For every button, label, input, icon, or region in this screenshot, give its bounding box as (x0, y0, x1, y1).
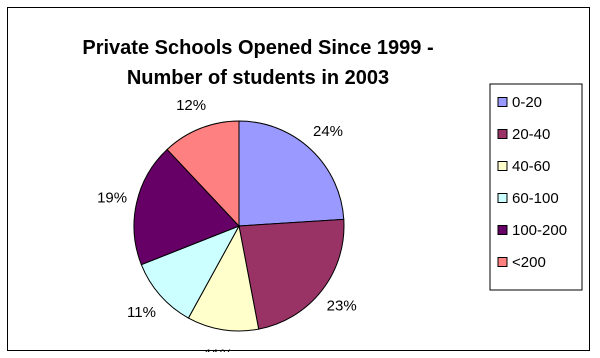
legend: 0-20 20-40 40-60 60-100 100-200 <200 (489, 83, 583, 291)
pie-slices (133, 120, 345, 332)
slice-label-2: 23% (327, 298, 357, 315)
legend-swatch-5 (497, 225, 508, 235)
legend-label-2: 20-40 (512, 126, 550, 143)
pie-slice-4 (140, 225, 241, 319)
pie-chart: Private Schools Opened Since 1999 - Numb… (82, 37, 583, 352)
slice-label-4: 11% (127, 304, 156, 321)
legend-label-4: 60-100 (512, 190, 559, 207)
legend-swatch-1 (497, 97, 508, 107)
chart-frame: Private Schools Opened Since 1999 - Numb… (7, 7, 590, 352)
legend-swatch-6 (497, 257, 508, 267)
slice-label-5: 19% (97, 190, 127, 207)
pie-slice-3 (187, 224, 260, 332)
legend-swatch-4 (497, 193, 508, 203)
legend-swatch-2 (497, 129, 508, 139)
slice-label-6: 12% (176, 97, 206, 114)
pie-slice-6 (166, 120, 240, 228)
pie-slice-2 (238, 218, 345, 330)
pie-slice-5 (133, 148, 240, 266)
pie-slice-1 (238, 120, 345, 227)
legend-label-3: 40-60 (512, 158, 550, 175)
chart-title-line-1: Private Schools Opened Since 1999 - (82, 37, 433, 59)
slice-label-3: 11% (204, 346, 233, 352)
legend-label-1: 0-20 (512, 94, 542, 111)
legend-swatch-3 (497, 161, 508, 171)
legend-box (489, 83, 583, 291)
legend-label-6: <200 (512, 254, 546, 271)
chart-title-line-2: Number of students in 2003 (127, 67, 389, 89)
legend-label-5: 100-200 (512, 222, 567, 239)
pie-value-labels: 24% 23% 11% 11% 19% 12% (97, 97, 357, 352)
slice-label-1: 24% (313, 123, 343, 140)
